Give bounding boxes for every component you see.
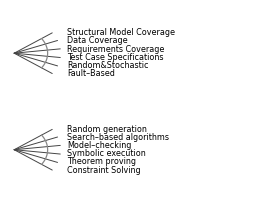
- Text: Search–based algorithms: Search–based algorithms: [67, 133, 169, 142]
- Text: Constraint Solving: Constraint Solving: [67, 165, 141, 175]
- Text: Data Coverage: Data Coverage: [67, 36, 128, 46]
- Text: Fault–Based: Fault–Based: [67, 69, 115, 78]
- Text: Symbolic execution: Symbolic execution: [67, 149, 146, 158]
- Text: Model–checking: Model–checking: [67, 141, 132, 150]
- Text: Requirements Coverage: Requirements Coverage: [67, 45, 164, 54]
- Text: Random&Stochastic: Random&Stochastic: [67, 61, 149, 70]
- Text: Test Case Specifications: Test Case Specifications: [67, 53, 164, 62]
- Text: Theorem proving: Theorem proving: [67, 157, 136, 166]
- Text: Random generation: Random generation: [67, 125, 147, 134]
- Text: Structural Model Coverage: Structural Model Coverage: [67, 28, 175, 37]
